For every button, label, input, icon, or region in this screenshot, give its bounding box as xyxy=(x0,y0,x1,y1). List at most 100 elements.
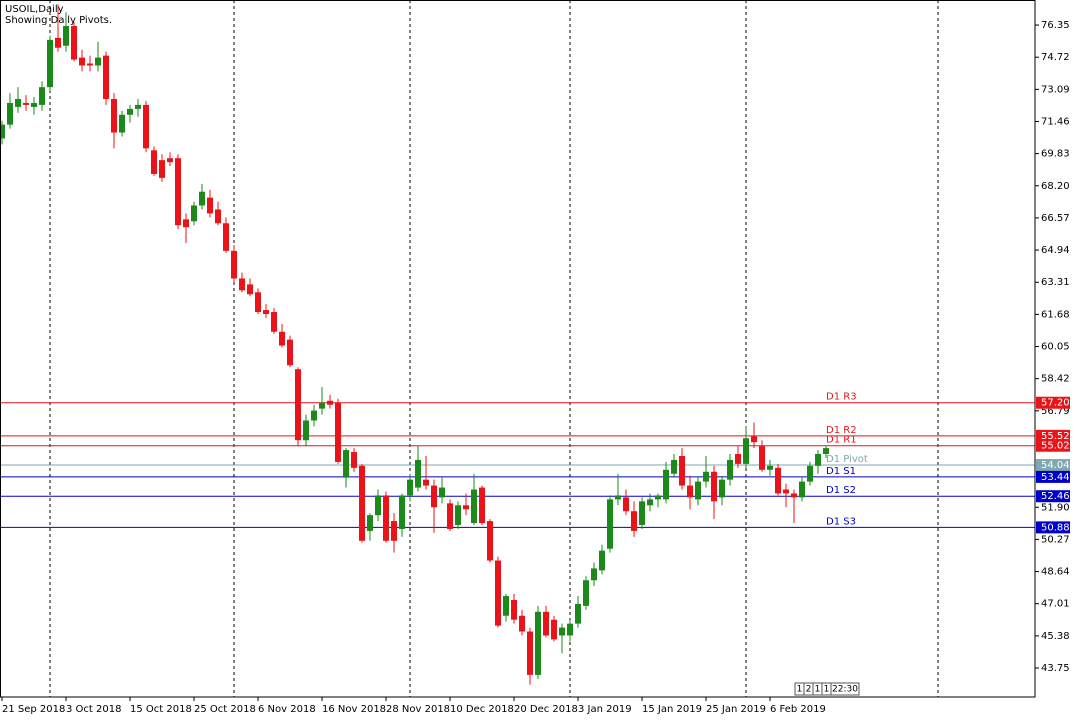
price-box xyxy=(1036,396,1070,409)
x-tick-label: 25 Oct 2018 xyxy=(194,704,256,715)
candle-body xyxy=(727,459,733,480)
pivot-name: D1 S1 xyxy=(826,466,856,477)
candle-body xyxy=(71,26,77,60)
candle-body xyxy=(367,515,373,531)
y-tick-label: 51.90 xyxy=(1041,502,1070,513)
y-tick-label: 60.05 xyxy=(1041,342,1070,353)
pivot-name: D1 R2 xyxy=(826,425,857,436)
price-box xyxy=(1036,439,1070,452)
candle-body xyxy=(623,497,629,512)
price-label: 52.46 xyxy=(1041,491,1070,502)
candle-body xyxy=(711,471,717,502)
x-tick-label: 3 Jan 2019 xyxy=(578,704,632,715)
candle-body xyxy=(511,599,517,620)
y-tick-label: 43.75 xyxy=(1041,663,1070,674)
candle-body xyxy=(215,209,221,224)
candle-body xyxy=(207,197,213,214)
candle-body xyxy=(503,596,509,616)
y-tick-label: 61.68 xyxy=(1041,309,1070,320)
x-tick-label: 6 Feb 2019 xyxy=(770,704,826,715)
candle-body xyxy=(103,55,109,100)
candle-body xyxy=(375,495,381,516)
candle-body xyxy=(815,454,821,466)
y-tick-label: 58.42 xyxy=(1041,374,1070,385)
period-separators xyxy=(49,0,939,697)
price-label: 57.20 xyxy=(1041,398,1070,409)
y-tick-label: 47.01 xyxy=(1041,599,1070,610)
y-tick-label: 66.57 xyxy=(1041,213,1070,224)
candle-body xyxy=(519,615,525,632)
candle-body xyxy=(695,481,701,500)
candle-body xyxy=(175,158,181,226)
pivot-name: D1 R3 xyxy=(826,392,857,403)
candle-body xyxy=(335,402,341,462)
candle-body xyxy=(471,489,477,524)
price-label: 50.88 xyxy=(1041,522,1070,533)
candle-body xyxy=(351,452,357,468)
candle-body xyxy=(223,223,229,251)
candle-body xyxy=(47,39,53,88)
price-box xyxy=(1036,459,1070,472)
candle-body xyxy=(479,487,485,524)
candle-body xyxy=(823,448,829,455)
pivot-name: D1 S3 xyxy=(826,516,856,527)
status-text: 1 xyxy=(797,685,803,695)
candle-body xyxy=(407,479,413,496)
candle-body xyxy=(543,611,549,636)
y-tick-label: 45.38 xyxy=(1041,631,1070,642)
plot-frame xyxy=(0,0,1036,698)
candle-body xyxy=(599,550,605,571)
candle-body xyxy=(631,511,637,531)
candle-body xyxy=(247,284,253,295)
candle-body xyxy=(383,495,389,541)
candle-body xyxy=(455,505,461,526)
candle-body xyxy=(591,568,597,581)
candle-body xyxy=(703,471,709,482)
pivot-name: D1 R1 xyxy=(826,435,857,446)
candle-body xyxy=(767,465,773,470)
candle-body xyxy=(679,455,685,486)
candle-body xyxy=(327,400,333,405)
status-box xyxy=(830,682,860,696)
price-box xyxy=(1036,521,1070,534)
candle-body xyxy=(199,191,205,206)
status-text: 22:30 xyxy=(832,685,858,695)
status-text: 1 xyxy=(815,685,821,695)
candle-body xyxy=(95,57,101,66)
y-tick-label: 50.27 xyxy=(1041,534,1070,545)
price-label: 55.02 xyxy=(1041,441,1070,452)
candle-body xyxy=(287,339,293,366)
candle-body xyxy=(239,278,245,291)
candle-body xyxy=(463,505,469,510)
candle-body xyxy=(63,26,69,46)
y-tick-label: 56.79 xyxy=(1041,406,1070,417)
y-tick-label: 71.46 xyxy=(1041,116,1070,127)
x-tick-label: 15 Oct 2018 xyxy=(130,704,192,715)
candle-body xyxy=(655,495,661,500)
candle-body xyxy=(391,521,397,541)
x-tick-label: 28 Nov 2018 xyxy=(386,704,450,715)
candle-body xyxy=(791,493,797,498)
candle-body xyxy=(279,331,285,346)
candle-body xyxy=(39,87,45,105)
chart-subtitle: Showing Daily Pivots. xyxy=(5,15,112,26)
y-tick-label: 48.64 xyxy=(1041,567,1070,578)
candle-body xyxy=(423,479,429,486)
y-tick-label: 68.20 xyxy=(1041,181,1070,192)
y-tick-label: 69.83 xyxy=(1041,149,1070,160)
candle-body xyxy=(399,495,405,529)
candle-body xyxy=(143,104,149,149)
pivot-name: D1 S2 xyxy=(826,485,856,496)
candle-body xyxy=(671,459,677,474)
price-box xyxy=(1036,490,1070,503)
x-tick-label: 10 Dec 2018 xyxy=(450,704,514,715)
candle-body xyxy=(263,310,269,314)
candle-body xyxy=(647,499,653,506)
candle-body xyxy=(31,102,37,107)
price-label: 55.52 xyxy=(1041,431,1070,442)
candle-body xyxy=(255,292,261,313)
candle-body xyxy=(527,631,533,675)
candle-body xyxy=(191,205,197,222)
candle-body xyxy=(295,369,301,441)
